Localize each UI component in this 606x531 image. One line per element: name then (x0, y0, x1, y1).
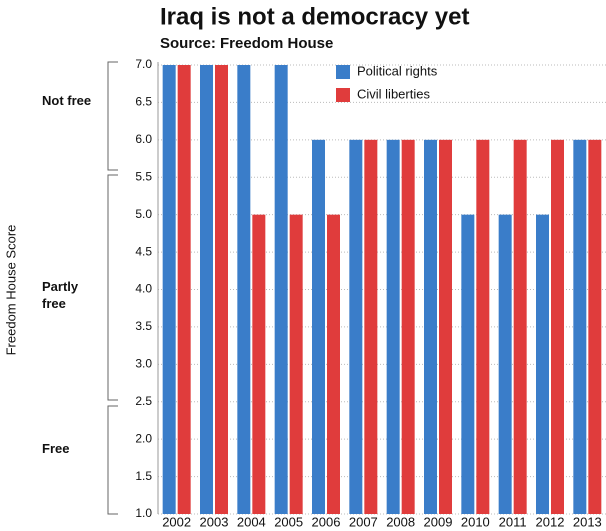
bracket (107, 61, 118, 171)
y-tick-label: 7.0 (135, 57, 152, 71)
bar (573, 139, 587, 515)
y-tick-label: 4.5 (135, 244, 152, 258)
bar (476, 139, 490, 515)
y-tick-label: 4.0 (135, 282, 152, 296)
x-tick-label: 2008 (386, 514, 415, 529)
x-tick-label: 2006 (312, 514, 341, 529)
bracket (107, 174, 118, 401)
x-tick-label: 2002 (162, 514, 191, 529)
bar (200, 65, 213, 514)
y-tick-label: 3.5 (135, 319, 152, 333)
bar (551, 139, 564, 515)
chart-subtitle: Source: Freedom House (160, 35, 333, 52)
band-label: Partly free (42, 279, 79, 311)
bar (327, 214, 340, 514)
legend-swatch (336, 88, 350, 102)
x-tick-label: 2004 (237, 514, 266, 529)
band-label: Not free (42, 93, 92, 108)
y-tick-label: 5.0 (135, 207, 152, 221)
y-tick-label: 2.5 (135, 394, 152, 408)
bar (215, 65, 228, 514)
bar (386, 139, 400, 515)
y-tick-label: 2.0 (135, 431, 152, 445)
bar (162, 65, 176, 514)
bar (274, 65, 288, 514)
bar (498, 214, 512, 514)
bar (401, 139, 415, 515)
y-axis-label: Freedom House Score (3, 225, 18, 356)
bracket (107, 405, 118, 515)
chart-title: Iraq is not a democracy yet (160, 3, 469, 30)
y-tick-label: 5.5 (135, 169, 152, 183)
legend-swatch (336, 65, 350, 79)
y-tick-label: 1.5 (135, 469, 152, 483)
x-tick-label: 2011 (499, 514, 527, 529)
x-tick-label: 2009 (424, 514, 453, 529)
bar (424, 139, 437, 515)
x-tick-label: 2007 (349, 514, 378, 529)
bar (364, 139, 378, 515)
y-tick-label: 6.5 (135, 95, 152, 109)
legend-label: Political rights (357, 63, 438, 78)
x-tick-label: 2005 (274, 514, 303, 529)
bar (312, 139, 325, 515)
x-tick-label: 2010 (461, 514, 490, 529)
y-tick-label: 6.0 (135, 132, 152, 146)
y-tick-label: 1.0 (135, 506, 152, 520)
bar (461, 214, 475, 514)
bar (349, 139, 363, 515)
legend-label: Civil liberties (357, 86, 430, 101)
bar (439, 139, 452, 515)
band-label: Free (42, 441, 70, 456)
bar (237, 65, 251, 514)
x-tick-label: 2012 (536, 514, 565, 529)
bar (177, 65, 191, 514)
bar (588, 139, 602, 515)
bar (252, 214, 266, 514)
bar (536, 214, 549, 514)
y-tick-label: 3.0 (135, 357, 152, 371)
x-tick-label: 2013 (573, 514, 602, 529)
bar (289, 214, 303, 514)
bar (513, 139, 527, 515)
x-tick-label: 2003 (200, 514, 229, 529)
